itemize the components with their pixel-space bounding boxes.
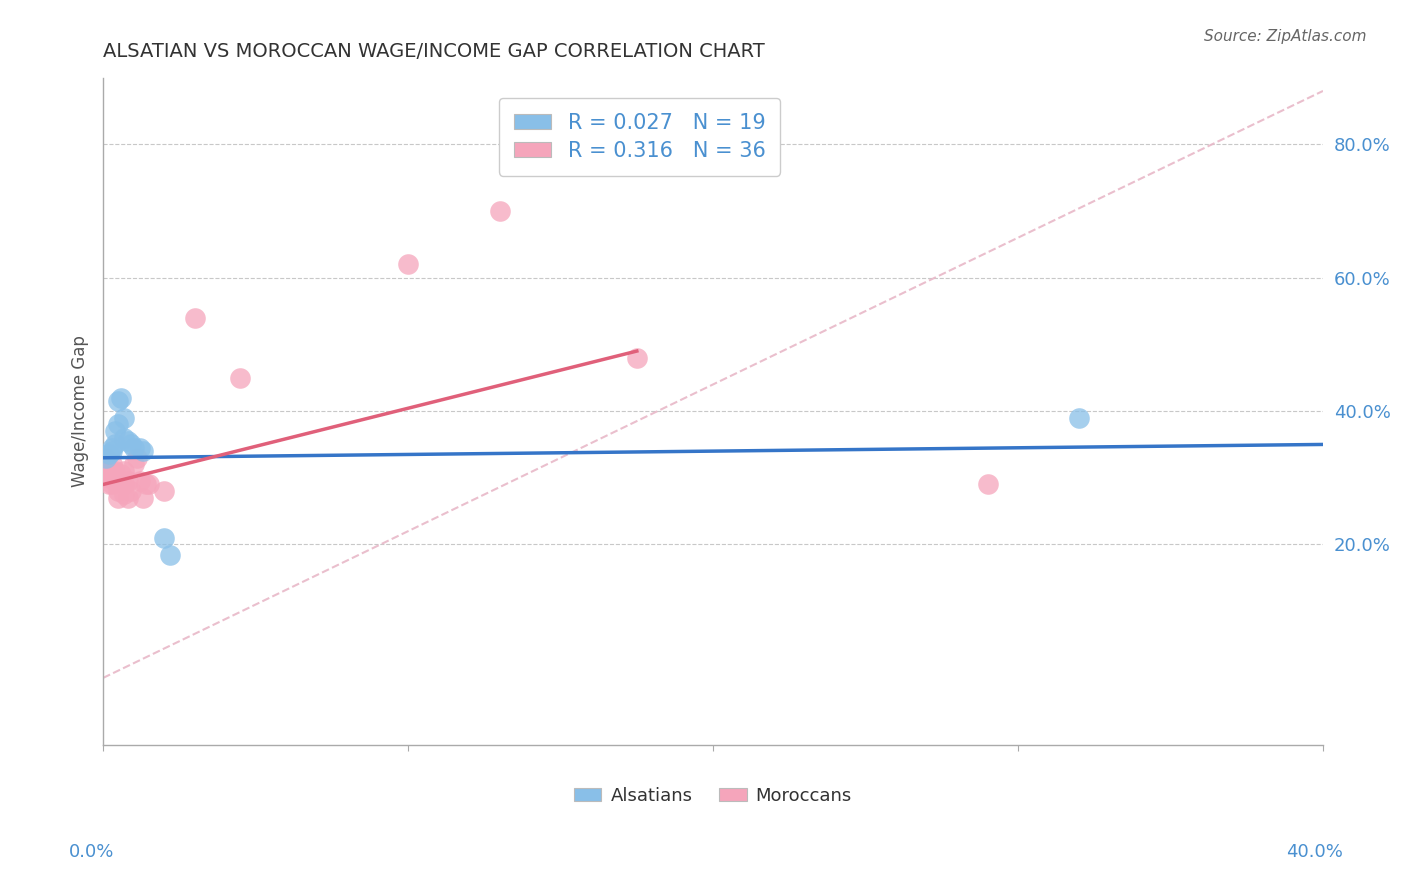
Point — [107, 471, 129, 485]
Point — [114, 464, 136, 478]
Point — [488, 204, 510, 219]
Point — [159, 548, 181, 562]
Point — [101, 458, 124, 472]
Point — [122, 441, 145, 455]
Point — [132, 491, 155, 505]
Point — [110, 474, 132, 488]
Text: 0.0%: 0.0% — [69, 843, 114, 861]
Point — [122, 458, 145, 472]
Point — [98, 471, 121, 485]
Point — [114, 477, 136, 491]
Point — [107, 394, 129, 409]
Text: 40.0%: 40.0% — [1286, 843, 1343, 861]
Point — [110, 467, 132, 482]
Point — [104, 437, 127, 451]
Point — [120, 437, 142, 451]
Point — [976, 477, 998, 491]
Point — [120, 484, 142, 499]
Point — [153, 531, 176, 545]
Point — [128, 441, 150, 455]
Point — [96, 464, 118, 478]
Point — [396, 257, 419, 271]
Point — [101, 467, 124, 482]
Point — [107, 491, 129, 505]
Point — [101, 444, 124, 458]
Point — [128, 474, 150, 488]
Point — [117, 491, 139, 505]
Point — [132, 444, 155, 458]
Point — [110, 391, 132, 405]
Point — [104, 474, 127, 488]
Point — [104, 424, 127, 438]
Point — [101, 477, 124, 491]
Point — [101, 441, 124, 455]
Point — [96, 450, 118, 465]
Y-axis label: Wage/Income Gap: Wage/Income Gap — [72, 335, 89, 487]
Point — [117, 434, 139, 449]
Point — [114, 431, 136, 445]
Point — [98, 447, 121, 461]
Point — [98, 467, 121, 482]
Point — [626, 351, 648, 365]
Point — [98, 477, 121, 491]
Point — [104, 464, 127, 478]
Point — [138, 477, 160, 491]
Point — [153, 484, 176, 499]
Text: ALSATIAN VS MOROCCAN WAGE/INCOME GAP CORRELATION CHART: ALSATIAN VS MOROCCAN WAGE/INCOME GAP COR… — [103, 42, 765, 61]
Legend: Alsatians, Moroccans: Alsatians, Moroccans — [567, 780, 859, 813]
Point — [125, 450, 148, 465]
Point — [101, 464, 124, 478]
Point — [114, 487, 136, 501]
Point — [229, 370, 252, 384]
Point — [117, 474, 139, 488]
Point — [1067, 410, 1090, 425]
Text: Source: ZipAtlas.com: Source: ZipAtlas.com — [1204, 29, 1367, 44]
Point — [114, 410, 136, 425]
Point — [96, 450, 118, 465]
Point — [183, 310, 205, 325]
Point — [104, 467, 127, 482]
Point — [107, 484, 129, 499]
Point — [135, 477, 157, 491]
Point — [107, 417, 129, 432]
